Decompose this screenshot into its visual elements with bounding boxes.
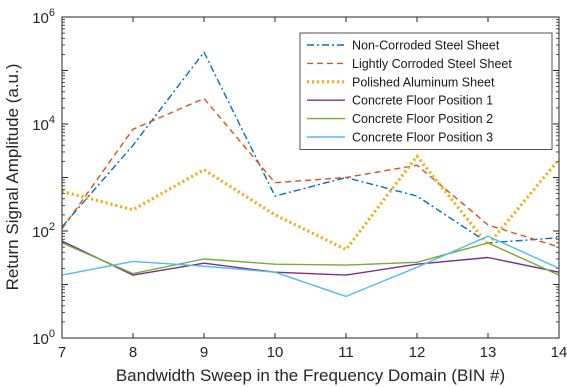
x-tick-label: 8	[129, 344, 137, 361]
x-tick-label: 9	[200, 344, 208, 361]
y-tick-label: 102	[32, 221, 55, 241]
legend-label-3: Polished Aluminum Sheet	[352, 75, 495, 89]
plot-area-frame	[61, 16, 560, 339]
legend-label-4: Concrete Floor Position 1	[352, 94, 493, 108]
series-layer	[61, 51, 561, 298]
series-line-1	[61, 51, 560, 244]
y-axis-label: Return Signal Amplitude (a.u.)	[3, 64, 22, 291]
y-tick-label: 106	[32, 7, 55, 27]
legend-label-2: Lightly Corroded Steel Sheet	[352, 57, 512, 71]
legend-label-1: Non-Corroded Steel Sheet	[352, 39, 500, 53]
legend-label-5: Concrete Floor Position 2	[352, 112, 493, 126]
y-tick-label: 104	[32, 114, 55, 134]
x-tick-label: 12	[409, 344, 426, 361]
series-line-2	[61, 97, 560, 248]
series-line-6	[61, 235, 560, 298]
x-tick-label: 11	[338, 344, 354, 361]
series-line-5	[61, 242, 560, 276]
x-tick-label: 10	[267, 344, 284, 361]
y-tick-label: 100	[32, 328, 55, 348]
x-tick-label: 14	[551, 344, 567, 361]
series-line-4	[61, 240, 560, 276]
legend: Non-Corroded Steel Sheet Lightly Corroded…	[299, 32, 553, 150]
x-axis-label: Bandwidth Sweep in the Frequency Domain …	[116, 366, 505, 385]
x-tick-label: 7	[58, 344, 66, 361]
x-tick-label: 13	[480, 344, 497, 361]
series-line-3	[61, 154, 561, 252]
legend-label-6: Concrete Floor Position 3	[352, 131, 493, 145]
y-axis-ticks: 100 102 104 106	[32, 7, 559, 348]
legend-box	[299, 32, 553, 150]
